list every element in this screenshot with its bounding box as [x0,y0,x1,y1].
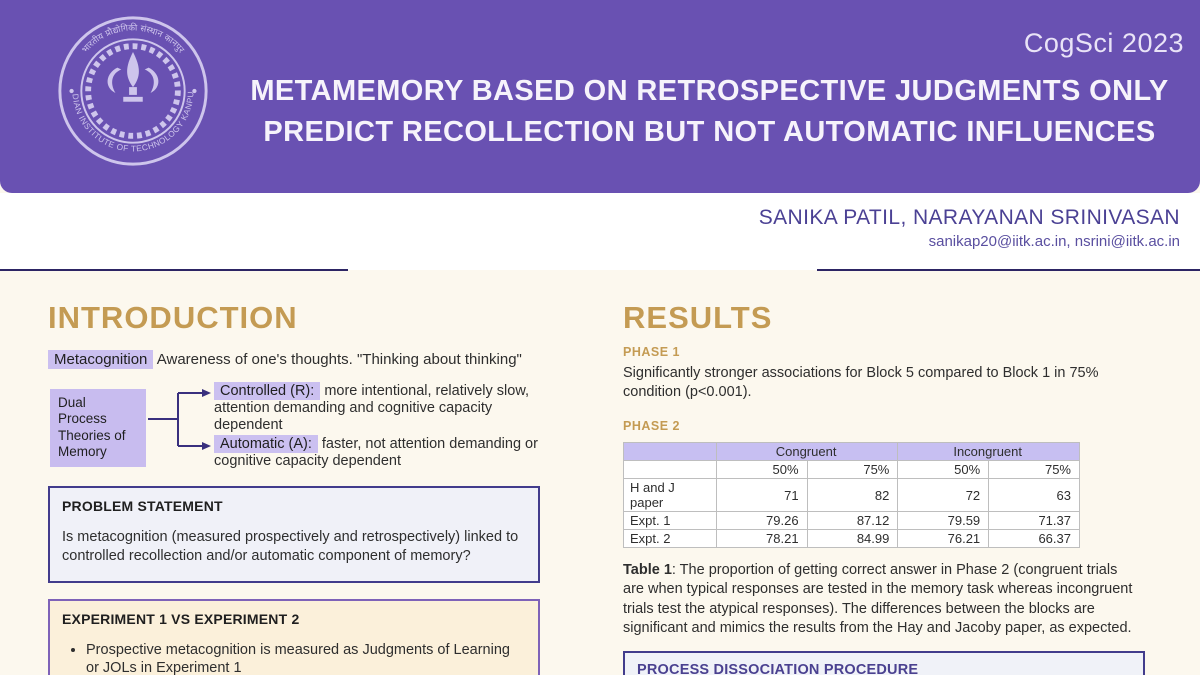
table-row: Expt. 1 79.26 87.12 79.59 71.37 [623,511,1080,531]
conference-name: CogSci 2023 [1023,28,1184,58]
controlled-term: Controlled (R): [214,382,321,400]
table-cell: 76.21 [897,529,990,549]
flame-motif-icon [127,52,139,88]
table-cell: 66.37 [988,529,1080,549]
table-cell: 71.37 [988,511,1080,531]
table-cell: 50% [897,460,990,480]
introduction-section: INTRODUCTION Metacognition Awareness of … [48,300,540,675]
table-group-header-row: Congruent Incongruent [623,442,1080,462]
table-cell: 75% [806,460,899,480]
table-cell: 50% [715,460,808,480]
table-subheader-row: 50% 75% 50% 75% [623,460,1080,480]
phase1-text: Significantly stronger associations for … [623,365,1099,401]
divider-left [0,269,348,271]
table-cell: 75% [988,460,1080,480]
branch-connector-arrows [148,389,211,450]
automatic-term: Automatic (A): [214,435,318,453]
table-cell: 63 [988,478,1080,513]
phase2-label: PHASE 2 [623,419,680,434]
experiments-bullet-list: Prospective metacognition is measured as… [62,641,526,675]
table-caption-label: Table 1 [623,562,672,579]
table-cell: 72 [897,478,990,513]
banner-content: CogSci 2023 METAMEMORY BASED ON RETROSPE… [235,0,1184,193]
dual-process-diagram: Dual Process Theories of Memory Controll… [48,381,540,478]
table-cell: 84.99 [806,529,899,549]
experiments-box: EXPERIMENT 1 VS EXPERIMENT 2 Prospective… [48,598,540,675]
arrowhead-top-icon [202,389,211,397]
iitk-seal-icon: भारतीय प्रौद्योगिकी संस्थान कानपुर INDIA… [52,6,208,166]
problem-statement-body: Is metacognition (measured prospectively… [62,529,519,564]
iitk-kanpur-logo: भारतीय प्रौद्योगिकी संस्थान कानपुर INDIA… [52,6,211,169]
author-band: SANIKA PATIL, NARAYANAN SRINIVASAN sanik… [0,193,1200,270]
table-row: H and J paper 71 82 72 63 [623,478,1080,513]
controlled-def: more intentional, relatively slow, atten… [214,383,530,434]
table-cell: Expt. 2 [623,529,717,549]
table-caption-text: : The proportion of getting correct answ… [623,562,1133,636]
author-names: SANIKA PATIL, NARAYANAN SRINIVASAN [758,206,1180,229]
table-row: Expt. 2 78.21 84.99 76.21 66.37 [623,529,1080,549]
problem-statement-title: PROBLEM STATEMENT [62,498,223,514]
table-cell: 82 [806,478,899,513]
pdp-title: PROCESS DISSOCIATION PROCEDURE [637,661,919,675]
divider-right [817,269,1200,271]
phase1-label: PHASE 1 [623,345,680,359]
table-cell: H and J paper [623,478,717,513]
results-section: RESULTS PHASE 1 Significantly stronger a… [623,300,1145,675]
table-cell-incongruent: Incongruent [897,442,1080,462]
table-cell-congruent: Congruent [715,442,899,462]
poster-title: METAMEMORY BASED ON RETROSPECTIVE JUDGME… [235,71,1184,153]
author-emails: sanikap20@iitk.ac.in, nsrini@iitk.ac.in [928,233,1180,250]
table-cell: 78.21 [715,529,808,549]
table-cell: 79.26 [715,511,808,531]
metacognition-definition: Metacognition Awareness of one's thought… [48,350,540,369]
table-cell: 87.12 [806,511,899,531]
metacognition-def-text: Awareness of one's thoughts. "Thinking a… [156,351,522,368]
problem-statement-box: PROBLEM STATEMENT Is metacognition (meas… [48,486,540,583]
experiments-bullet: Prospective metacognition is measured as… [86,641,526,675]
automatic-def: faster, not attention demanding or cogni… [214,436,538,470]
controlled-branch: Controlled (R): more intentional, relati… [214,382,544,434]
table-caption: Table 1: The proportion of getting corre… [623,561,1137,638]
poster-title-line1: METAMEMORY BASED ON RETROSPECTIVE JUDGME… [250,75,1169,107]
process-dissociation-box: PROCESS DISSOCIATION PROCEDURE Calculati… [623,650,1145,675]
table-cell: 71 [715,478,808,513]
table-cell: 79.59 [897,511,990,531]
arrowhead-bottom-icon [202,442,211,450]
poster-title-line2: PREDICT RECOLLECTION BUT NOT AUTOMATIC I… [263,116,1156,149]
results-heading: RESULTS [623,300,773,335]
table-cell [623,442,717,462]
introduction-heading: INTRODUCTION [48,300,298,335]
header-banner: भारतीय प्रौद्योगिकी संस्थान कानपुर INDIA… [0,0,1200,193]
phase2-results-table: Congruent Incongruent 50% 75% 50% 75% H … [623,442,1080,549]
table-cell [623,460,717,480]
table-cell: Expt. 1 [623,511,717,531]
experiments-title: EXPERIMENT 1 VS EXPERIMENT 2 [62,610,300,627]
dual-process-box: Dual Process Theories of Memory [50,389,146,467]
metacognition-term: Metacognition [48,350,154,369]
automatic-branch: Automatic (A): faster, not attention dem… [214,435,544,470]
